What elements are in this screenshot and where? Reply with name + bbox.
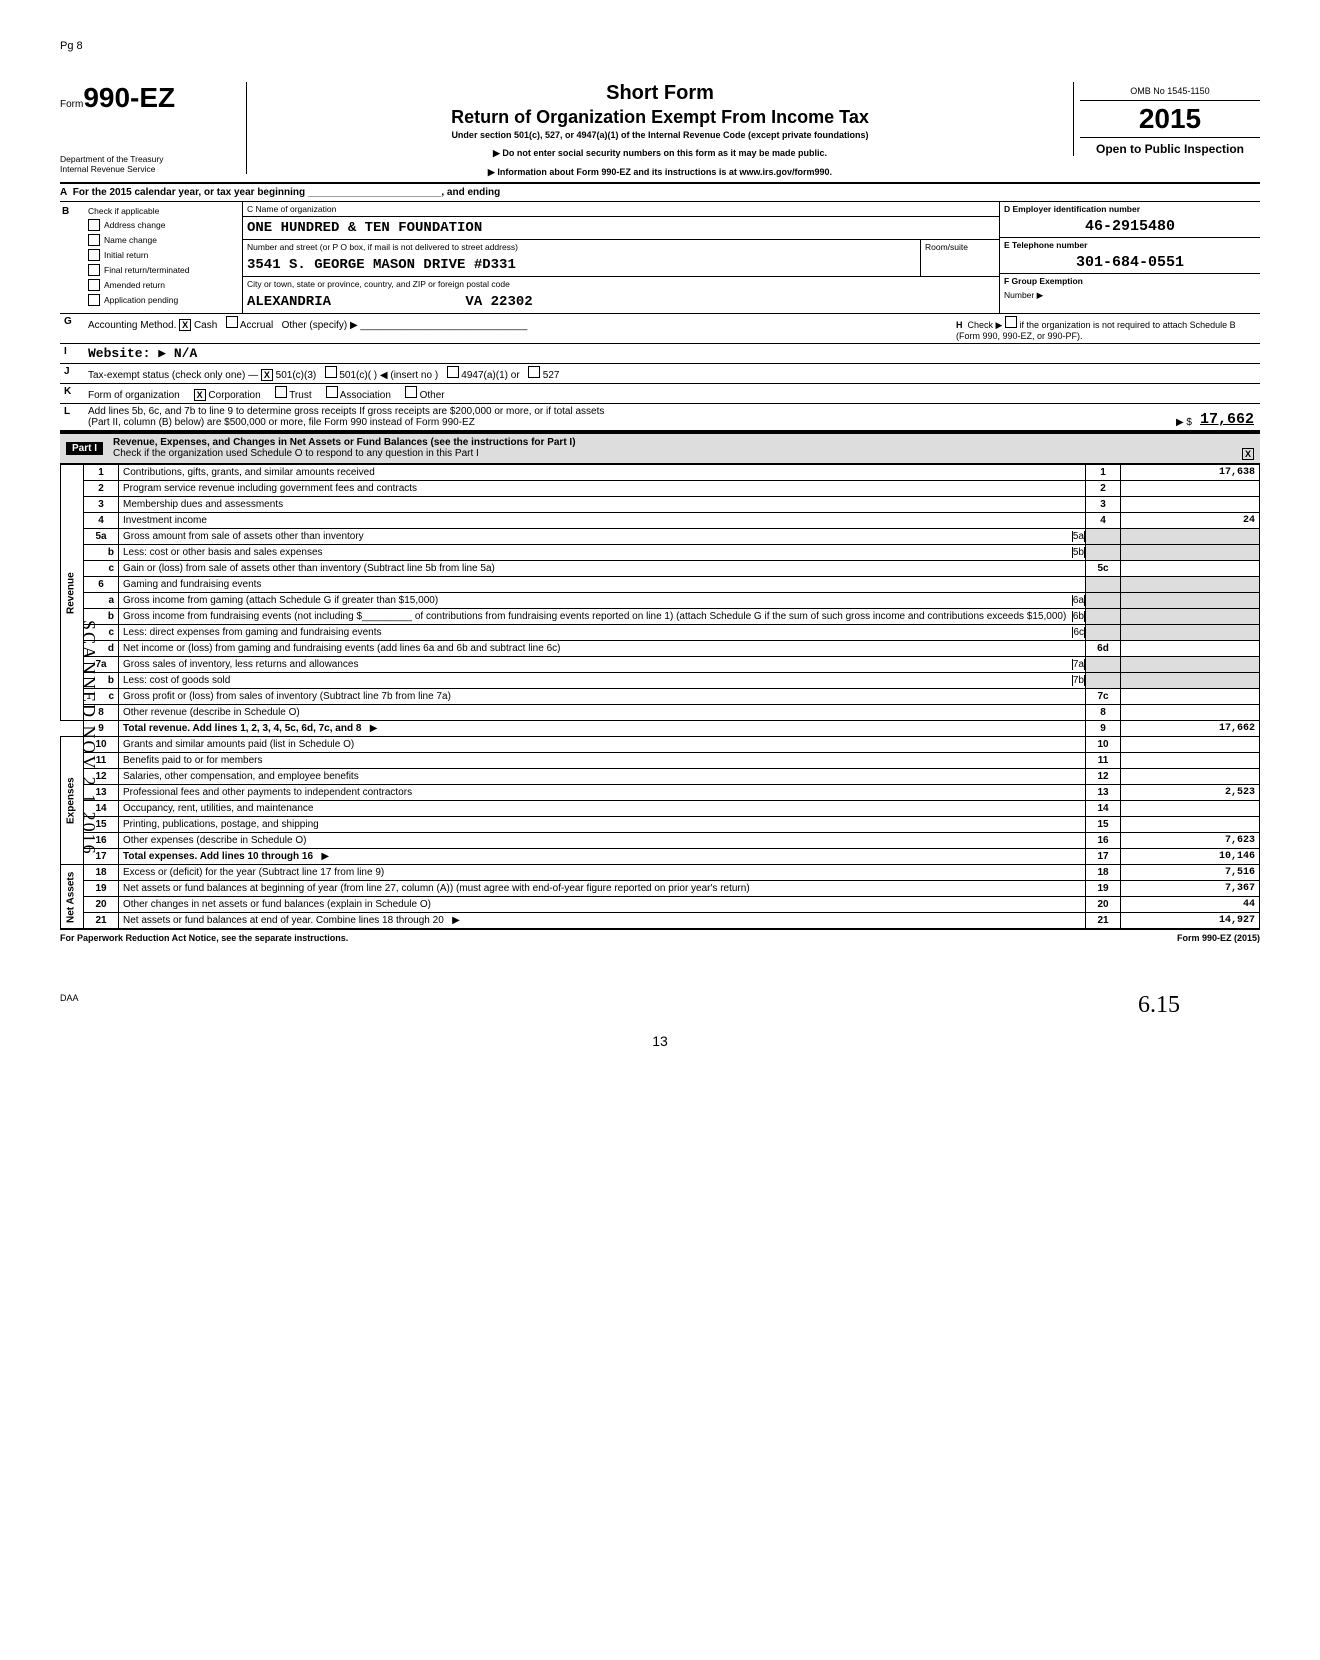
chk-corporation[interactable]: X <box>194 389 206 401</box>
department: Department of the Treasury Internal Reve… <box>60 154 240 174</box>
chk-trust[interactable] <box>275 386 287 398</box>
chk-schedule-o-part1[interactable]: X <box>1242 448 1254 460</box>
tax-year: 2015 <box>1080 101 1260 138</box>
page-number: 13 <box>60 1033 1260 1049</box>
identity-block: B Check if applicable Address change Nam… <box>60 202 1260 314</box>
form-prefix: Form <box>60 99 83 110</box>
part1-table: Revenue 1Contributions, gifts, grants, a… <box>60 464 1260 929</box>
chk-accounting-accrual[interactable] <box>226 316 238 328</box>
chk-4947[interactable] <box>447 366 459 378</box>
page-corner: Pg 8 <box>60 40 1260 52</box>
ein-label: D Employer identification number <box>1000 202 1260 216</box>
org-name-label: C Name of organization <box>243 202 999 217</box>
street-value: 3541 S. GEORGE MASON DRIVE #D331 <box>243 254 920 276</box>
line-l-2: (Part II, column (B) below) are $500,000… <box>88 417 1074 428</box>
form-number: 990-EZ <box>83 82 175 113</box>
phone-label: E Telephone number <box>1000 238 1260 252</box>
line-l-1: Add lines 5b, 6c, and 7b to line 9 to de… <box>88 406 1074 417</box>
group-exempt-label: F Group Exemption <box>1000 274 1260 288</box>
chk-address-change[interactable] <box>88 219 100 231</box>
warning-line: ▶ Do not enter social security numbers o… <box>255 148 1065 159</box>
chk-app-pending[interactable] <box>88 294 100 306</box>
chk-501c3[interactable]: X <box>261 369 273 381</box>
part1-header: Part I Revenue, Expenses, and Changes in… <box>60 432 1260 464</box>
website-value: Website: ▶ N/A <box>88 346 197 361</box>
subtitle: Under section 501(c), 527, or 4947(a)(1)… <box>255 130 1065 140</box>
omb-number: OMB No 1545-1150 <box>1080 82 1260 101</box>
title-return: Return of Organization Exempt From Incom… <box>255 107 1065 128</box>
phone-value: 301-684-0551 <box>1000 252 1260 273</box>
revenue-label: Revenue <box>61 465 84 721</box>
street-label: Number and street (or P O box, if mail i… <box>243 240 920 254</box>
footer: For Paperwork Reduction Act Notice, see … <box>60 929 1260 943</box>
handwritten-note: 6.15 <box>1138 992 1180 1019</box>
chk-schedule-b[interactable] <box>1005 316 1017 328</box>
chk-527[interactable] <box>528 366 540 378</box>
chk-name-change[interactable] <box>88 234 100 246</box>
ein-value: 46-2915480 <box>1000 216 1260 237</box>
chk-501c[interactable] <box>325 366 337 378</box>
row-a-text: For the 2015 calendar year, or tax year … <box>73 187 500 198</box>
chk-other-org[interactable] <box>405 386 417 398</box>
net-assets-label: Net Assets <box>61 865 84 929</box>
city-label: City or town, state or province, country… <box>243 277 999 291</box>
title-short-form: Short Form <box>255 82 1065 105</box>
open-inspection: Open to Public Inspection <box>1080 138 1260 156</box>
chk-final-return[interactable] <box>88 264 100 276</box>
room-label: Room/suite <box>925 242 995 252</box>
org-name-value: ONE HUNDRED & TEN FOUNDATION <box>243 217 999 239</box>
expenses-label: Expenses <box>61 737 84 865</box>
group-exempt-number: Number ▶ <box>1000 288 1260 303</box>
check-if-applicable: Check if applicable <box>88 206 238 216</box>
gross-receipts: 17,662 <box>1200 411 1254 428</box>
chk-amended[interactable] <box>88 279 100 291</box>
chk-initial-return[interactable] <box>88 249 100 261</box>
info-url-line: ▶ Information about Form 990-EZ and its … <box>255 167 1065 178</box>
chk-accounting-cash[interactable]: X <box>179 319 191 331</box>
daa: DAA <box>60 993 1260 1003</box>
chk-association[interactable] <box>326 386 338 398</box>
city-value: ALEXANDRIA VA 22302 <box>243 291 999 313</box>
form-header: Form990-EZ Department of the Treasury In… <box>60 82 1260 184</box>
